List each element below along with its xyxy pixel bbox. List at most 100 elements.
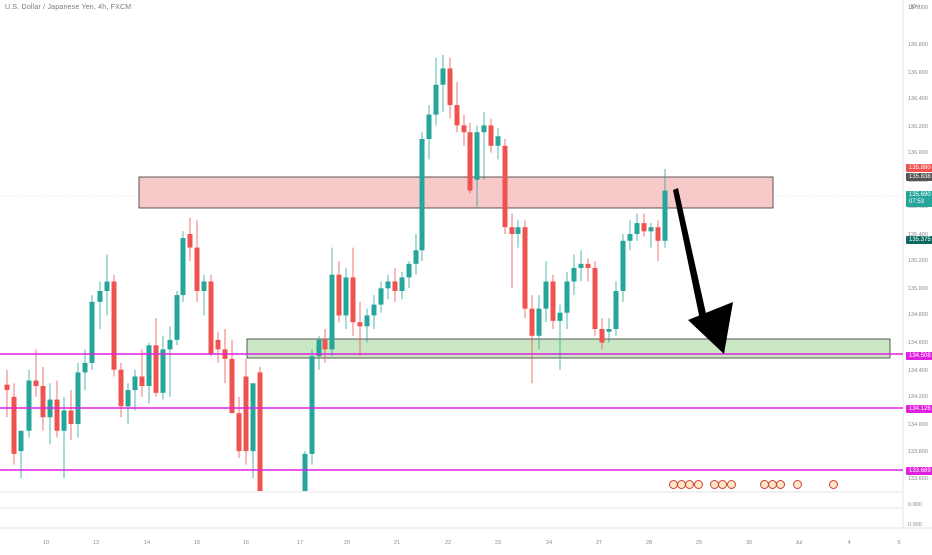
candle — [222, 329, 228, 384]
levels[interactable] — [0, 353, 903, 471]
price-tag-current: 135.690 07:53 — [906, 191, 932, 207]
candle — [180, 231, 186, 302]
time-axis-label: 20 — [344, 540, 350, 546]
candle — [167, 326, 173, 397]
time-axis-label: 24 — [546, 540, 552, 546]
price-axis-label: 136.200 — [908, 124, 928, 130]
candle — [620, 234, 626, 302]
candle — [40, 367, 46, 431]
candle — [104, 254, 110, 316]
candle — [229, 339, 235, 414]
candle — [11, 383, 17, 465]
time-axis-label: 15 — [194, 540, 200, 546]
candle — [440, 54, 446, 112]
symbol-title: U.S. Dollar / Japanese Yen, 4h, FXCM — [5, 4, 132, 11]
price-axis-label: 135.000 — [908, 286, 928, 292]
candle — [329, 247, 335, 357]
candle — [606, 318, 612, 343]
candle — [495, 128, 501, 160]
candle — [61, 396, 67, 479]
time-axis-label: 29 — [696, 540, 702, 546]
candle — [488, 118, 494, 153]
candle — [26, 369, 32, 438]
price-tag-red: 135.880 — [906, 164, 932, 172]
price-axis-label: 136.600 — [908, 70, 928, 76]
candle — [564, 272, 570, 329]
time-axis-label: 22 — [445, 540, 451, 546]
candle — [350, 247, 356, 336]
arrow-shaft[interactable] — [673, 188, 707, 320]
grid — [0, 0, 932, 529]
event-flag-icon[interactable] — [727, 480, 736, 489]
candle — [160, 335, 166, 400]
price-axis-label: 133.600 — [908, 476, 928, 482]
candle — [578, 250, 584, 282]
candle — [515, 220, 521, 248]
price-axis-label: 134.800 — [908, 312, 928, 318]
axes: 137.000 136.800 136.600 136.400 136.200 136.0… — [43, 5, 928, 546]
candle — [194, 220, 200, 302]
time-axis-label: Jul — [795, 540, 802, 546]
candle — [392, 267, 398, 302]
candle — [146, 342, 152, 404]
event-flag-icon[interactable] — [776, 480, 785, 489]
time-axis-label: 27 — [596, 540, 602, 546]
candle — [153, 318, 159, 397]
candle — [536, 295, 542, 350]
price-axis-label: 134.000 — [908, 422, 928, 428]
zones[interactable] — [138, 176, 891, 359]
candle — [187, 217, 193, 262]
candle — [378, 281, 384, 313]
event-flag-icon[interactable] — [793, 480, 802, 489]
candle — [648, 223, 654, 248]
candle — [550, 274, 556, 329]
candle — [399, 272, 405, 300]
time-axis-label: 13 — [93, 540, 99, 546]
price-axis-label: 0.000 — [908, 502, 922, 508]
candle — [543, 261, 549, 323]
candle — [385, 274, 391, 300]
countdown: 07:53 — [909, 199, 925, 205]
time-axis-label: 10 — [43, 540, 49, 546]
time-axis-label: 16 — [243, 540, 249, 546]
price-axis-label: 134.600 — [908, 340, 928, 346]
event-flag-icon[interactable] — [829, 480, 838, 489]
time-axis-label: 4 — [847, 540, 850, 546]
candle — [236, 396, 242, 458]
candle — [662, 168, 668, 248]
candle — [68, 390, 74, 441]
candle — [75, 362, 81, 438]
support-zone[interactable] — [246, 338, 891, 359]
price-axis-label: 136.400 — [908, 96, 928, 102]
candle — [447, 57, 453, 119]
candle — [627, 220, 633, 251]
time-axis-label: 21 — [394, 540, 400, 546]
price-axis-label: 0.000 — [908, 522, 922, 528]
candle — [257, 367, 263, 491]
candle — [208, 274, 214, 357]
price-tag-magenta-2: 134.126 — [906, 405, 932, 413]
candle — [634, 213, 640, 241]
price-axis-label: 135.600 — [908, 204, 928, 210]
candle — [302, 451, 308, 491]
candle — [132, 369, 138, 411]
price-tag-gray: 135.838 — [906, 173, 932, 181]
candle — [599, 318, 605, 350]
time-axis-label: 14 — [144, 540, 150, 546]
price-tag-magenta-1: 134.508 — [906, 352, 932, 360]
candle — [316, 335, 322, 370]
down-arrow[interactable] — [673, 188, 733, 354]
candle — [357, 301, 363, 357]
candle — [4, 369, 10, 418]
event-flag-icon[interactable] — [694, 480, 703, 489]
price-axis-label: 137.000 — [908, 5, 928, 11]
arrow-head[interactable] — [688, 302, 733, 354]
candle — [613, 281, 619, 336]
event-flag-icon[interactable] — [718, 480, 727, 489]
event-flag-icon[interactable] — [685, 480, 694, 489]
time-axis-label: 5 — [897, 540, 900, 546]
time-axis-label: 17 — [297, 540, 303, 546]
candle — [18, 430, 24, 479]
